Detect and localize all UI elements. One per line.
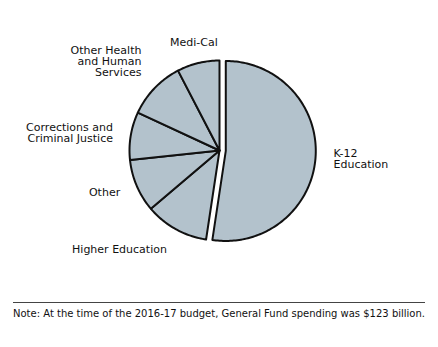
svg-text:Other: Other (89, 186, 121, 199)
svg-text:Corrections andCriminal Justic: Corrections andCriminal Justice (26, 121, 113, 145)
svg-text:Other Healthand HumanServices: Other Healthand HumanServices (71, 44, 142, 79)
svg-text:Higher Education: Higher Education (72, 243, 167, 256)
svg-text:K-12Education: K-12Education (333, 147, 388, 171)
html-text:Note: At the time of the 2016-: Note: At the time of the 2016-17 budget,… (13, 308, 425, 319)
svg-text:Medi-Cal: Medi-Cal (170, 36, 218, 49)
